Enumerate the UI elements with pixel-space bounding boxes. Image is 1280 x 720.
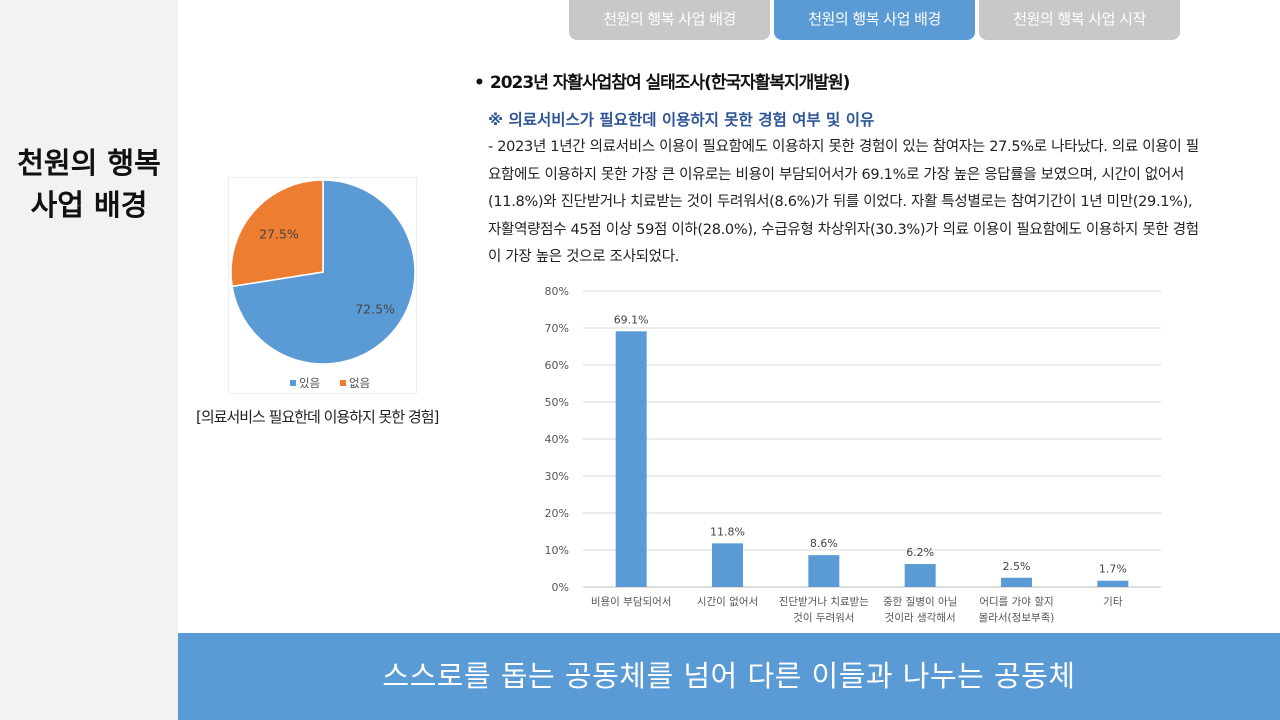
bar-category-label-2-0: 진단받거나 치료받는 — [779, 596, 870, 608]
footer-banner: 스스로를 돕는 공동체를 넘어 다른 이들과 나누는 공동체 — [178, 633, 1280, 720]
bar-category-label-1-0: 시간이 없어서 — [697, 595, 758, 608]
pie-chart: 72.5% 27.5% 있음 없음 — [230, 179, 416, 390]
sidebar: 천원의 행복 사업 배경 — [0, 0, 178, 633]
bar-category-label-4-1: 몰라서(정보부족) — [979, 612, 1055, 624]
pie-caption: [의료서비스 필요한데 이용하지 못한 경험] — [196, 408, 439, 426]
bar-ytick-1: 10% — [545, 544, 569, 557]
bar-category-label-5-0: 기타 — [1103, 596, 1123, 608]
bar-ytick-2: 20% — [545, 507, 569, 520]
bar-data-label-4: 2.5% — [1003, 560, 1031, 573]
content-area: 천원의 행복 사업 배경 천원의 행복 사업 배경 천원의 행복 사업 시작 •… — [178, 0, 1280, 633]
note-title: ※ 의료서비스가 필요한데 이용하지 못한 경험 여부 및 이유 — [488, 111, 875, 129]
bar-category-label-4-0: 어디를 가야 할지 — [979, 595, 1053, 608]
pie-label-0: 72.5% — [355, 302, 395, 317]
bar-ytick-7: 70% — [545, 322, 569, 335]
section-title-line2: 사업 배경 — [30, 188, 148, 222]
pie-legend-swatch-0 — [290, 380, 296, 386]
bar-ytick-5: 50% — [545, 396, 569, 409]
pie-legend-label-0: 있음 — [299, 376, 320, 390]
section-title: 천원의 행복 사업 배경 — [0, 142, 178, 226]
pie-legend-swatch-1 — [340, 380, 346, 386]
description-paragraph: - 2023년 1년간 의료서비스 이용이 필요함에도 이용하지 못한 경험이 … — [488, 139, 1199, 265]
footer-slogan: 스스로를 돕는 공동체를 넘어 다른 이들과 나누는 공동체 — [382, 659, 1076, 693]
bar-2 — [808, 555, 840, 587]
pie-legend-label-1: 없음 — [349, 376, 370, 390]
bar-ytick-3: 30% — [545, 470, 569, 483]
bar-3 — [904, 564, 936, 587]
section-title-line1: 천원의 행복 — [17, 146, 161, 180]
bar-category-label-2-1: 것이 두려워서 — [793, 611, 854, 624]
bar-data-label-2: 8.6% — [810, 537, 838, 550]
bar-data-label-0: 69.1% — [614, 313, 649, 326]
bar-data-label-5: 1.7% — [1099, 563, 1127, 576]
tab-start[interactable]: 천원의 행복 사업 시작 — [979, 0, 1180, 40]
page-heading: • 2023년 자활사업참여 실태조사(한국자활복지개발원) — [474, 68, 850, 93]
bar-ytick-8: 80% — [545, 285, 569, 298]
bar-ytick-0: 0% — [552, 581, 569, 594]
tab-background-1[interactable]: 천원의 행복 사업 배경 — [569, 0, 770, 40]
bar-chart-panel: 0% 10% 20% 30% 40% 50% 60% 70% 80% 69.1% 비용이 부담되어서… — [543, 283, 1165, 626]
page-heading-text: 2023년 자활사업참여 실태조사(한국자활복지개발원) — [489, 73, 850, 93]
tab-background-2[interactable]: 천원의 행복 사업 배경 — [774, 0, 975, 40]
bar-5 — [1097, 580, 1129, 587]
bar-category-label-3-1: 것이라 생각해서 — [885, 611, 956, 624]
bar-ytick-4: 40% — [545, 433, 569, 446]
bar-0 — [615, 331, 647, 587]
pie-slice-1 — [230, 179, 324, 288]
bar-4 — [1001, 577, 1032, 587]
bullet-icon: • — [474, 73, 485, 93]
pie-label-1: 27.5% — [259, 226, 299, 241]
bar-category-label-0-0: 비용이 부담되어서 — [591, 596, 672, 608]
bar-data-label-3: 6.2% — [906, 546, 934, 559]
bar-category-label-3-0: 중한 질병이 아닐 — [883, 596, 957, 608]
pie-chart-panel: 72.5% 27.5% 있음 없음 — [228, 177, 417, 394]
bar-data-label-1: 11.8% — [710, 525, 745, 538]
bar-1 — [712, 543, 743, 587]
bar-chart: 0% 10% 20% 30% 40% 50% 60% 70% 80% 69.1% 비용이 부담되어서… — [545, 285, 1161, 624]
bar-ytick-6: 60% — [545, 359, 569, 372]
